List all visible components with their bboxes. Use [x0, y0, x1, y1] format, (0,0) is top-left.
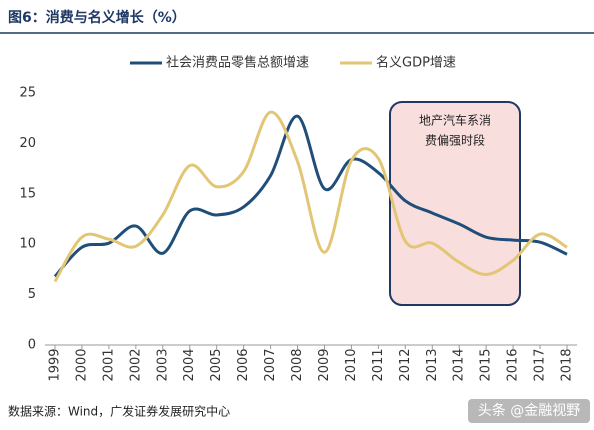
x-tick-label: 2006	[236, 348, 251, 381]
x-tick-label: 2000	[74, 348, 89, 381]
series-line	[53, 114, 568, 278]
y-tick-label: 0	[28, 338, 36, 353]
x-tick-label: 2012	[398, 348, 413, 381]
x-tick-label: 2014	[452, 348, 467, 381]
x-tick-label: 2015	[479, 348, 494, 381]
x-tick-label: 2008	[290, 348, 305, 381]
x-tick-label: 2016	[506, 348, 521, 381]
y-tick-label: 5	[28, 287, 36, 302]
annotation: 地产汽车系消	[419, 113, 491, 128]
series-line	[53, 110, 568, 283]
y-tick-label: 15	[19, 186, 36, 201]
watermark: 头条 @金融视野	[478, 402, 580, 419]
y-tick-label: 25	[19, 86, 36, 101]
x-tick-label: 2004	[182, 348, 197, 381]
legend-label: 社会消费品零售总额增速	[166, 55, 309, 71]
annotation: 费偏强时段	[425, 133, 485, 148]
source: 数据来源：Wind，广发证券发展研究中心	[8, 404, 230, 419]
x-tick-label: 2013	[425, 348, 440, 381]
x-tick-label: 1999	[48, 348, 63, 381]
x-tick-label: 2002	[128, 348, 143, 381]
x-tick-label: 2018	[560, 348, 575, 381]
x-tick-label: 2001	[101, 348, 116, 381]
x-tick-label: 2010	[344, 348, 359, 381]
x-tick-label: 2017	[533, 348, 548, 381]
x-tick-label: 2007	[263, 348, 278, 381]
chart-title: 图6：消费与名义增长（%）	[8, 9, 186, 26]
watermark-bg	[468, 399, 590, 423]
annotation-box	[389, 101, 521, 306]
y-tick-label: 20	[19, 136, 36, 151]
legend-label: 名义GDP增速	[376, 55, 456, 71]
x-tick-label: 2011	[371, 348, 386, 381]
y-tick-label: 10	[19, 237, 36, 252]
x-tick-label: 2005	[209, 348, 224, 381]
x-tick-label: 2009	[317, 348, 332, 381]
x-tick-label: 2003	[155, 348, 170, 381]
